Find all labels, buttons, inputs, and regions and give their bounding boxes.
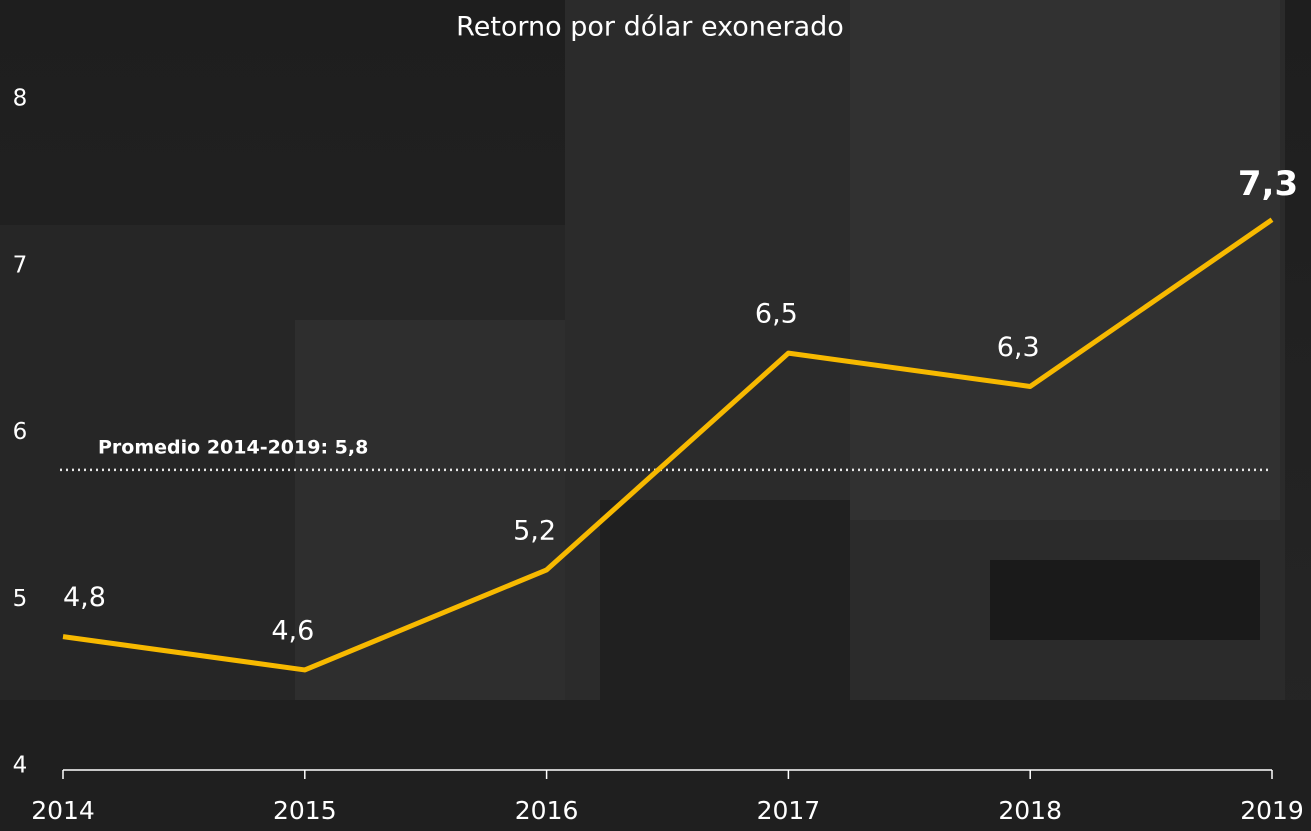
x-tick-label: 2015 <box>273 796 337 825</box>
value-label: 7,3 <box>1238 164 1298 204</box>
x-tick-label: 2018 <box>998 796 1062 825</box>
value-label: 6,3 <box>997 332 1040 363</box>
y-tick-label: 6 <box>13 419 28 445</box>
x-tick-label: 2016 <box>515 796 579 825</box>
y-tick-label: 7 <box>13 252 28 278</box>
value-label: 4,6 <box>271 615 314 646</box>
value-label: 5,2 <box>513 515 556 546</box>
chart-title: Retorno por dólar exonerado <box>456 12 844 43</box>
value-label: 4,8 <box>63 582 106 613</box>
y-tick-label: 4 <box>13 753 28 779</box>
x-tick-label: 2014 <box>31 796 95 825</box>
data-line <box>62 217 1274 673</box>
x-tick-label: 2017 <box>757 796 821 825</box>
y-tick-label: 5 <box>13 586 28 612</box>
average-label: Promedio 2014-2019: 5,8 <box>98 436 368 458</box>
x-tick-label: 2019 <box>1240 796 1304 825</box>
value-label: 6,5 <box>755 299 798 330</box>
y-tick-label: 8 <box>13 86 28 112</box>
